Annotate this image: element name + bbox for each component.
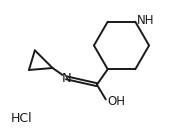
Text: N: N xyxy=(62,72,71,85)
Text: OH: OH xyxy=(108,95,126,108)
Text: NH: NH xyxy=(137,14,155,27)
Text: HCl: HCl xyxy=(11,112,33,125)
